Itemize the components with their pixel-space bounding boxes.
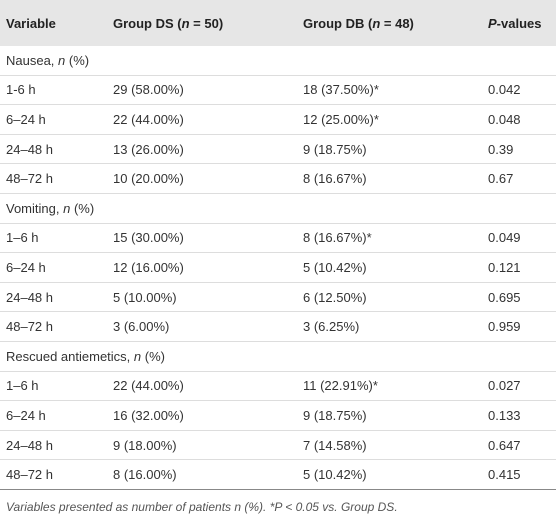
- text-segment: = 48): [380, 15, 414, 31]
- cell: 0.027: [482, 371, 556, 402]
- text-segment: -values: [496, 15, 542, 31]
- cell: 9 (18.75%): [297, 134, 482, 165]
- cell: 16 (32.00%): [107, 400, 297, 431]
- data-row: 1–6 h 15 (30.00%) 8 (16.67%)* 0.049: [0, 223, 556, 254]
- data-row: 24–48 h 13 (26.00%) 9 (18.75%) 0.39: [0, 134, 556, 165]
- text-segment: (%): [141, 348, 165, 364]
- data-row: 1–6 h 22 (44.00%) 11 (22.91%)* 0.027: [0, 371, 556, 402]
- text-segment: n: [63, 200, 71, 216]
- text-segment: Vomiting,: [6, 200, 64, 216]
- cell: 13 (26.00%): [107, 134, 297, 165]
- cell: 0.39: [482, 134, 556, 165]
- cell: 15 (30.00%): [107, 223, 297, 254]
- text-segment: Group DS (: [113, 15, 182, 31]
- data-row: 6–24 h 12 (16.00%) 5 (10.42%) 0.121: [0, 252, 556, 283]
- text-segment: n: [133, 348, 142, 364]
- cell: 12 (25.00%)*: [297, 104, 482, 135]
- text-segment: n: [181, 15, 190, 31]
- section-row: Vomiting, n (%): [0, 193, 556, 224]
- text-segment: P: [488, 15, 497, 31]
- cell: 5 (10.42%): [297, 252, 482, 283]
- cell: 0.048: [482, 104, 556, 135]
- section-row: Rescued antiemetics, n (%): [0, 341, 556, 372]
- cell: 6–24 h: [0, 104, 107, 135]
- cell: 5 (10.42%): [297, 459, 482, 490]
- cell: 8 (16.00%): [107, 459, 297, 490]
- text-segment: Rescued antiemetics,: [6, 348, 134, 364]
- section-row: Nausea, n (%): [0, 46, 556, 76]
- cell: 0.695: [482, 282, 556, 313]
- cell: 24–48 h: [0, 430, 107, 461]
- table-header: Variable Group DS (n = 50) Group DB (n = 4…: [0, 0, 556, 46]
- cell: 8 (16.67%): [297, 163, 482, 194]
- section-label: Rescued antiemetics, n (%): [0, 341, 556, 372]
- cell: 29 (58.00%): [107, 75, 297, 106]
- cell: 9 (18.00%): [107, 430, 297, 461]
- cell: 0.133: [482, 400, 556, 431]
- text-segment: = 50): [189, 15, 224, 31]
- cell: 0.042: [482, 75, 556, 106]
- text-segment: Nausea,: [6, 52, 59, 68]
- cell: 3 (6.00%): [107, 311, 297, 342]
- cell: 0.049: [482, 223, 556, 254]
- text-segment: Variable: [6, 15, 56, 31]
- cell: 24–48 h: [0, 282, 107, 313]
- cell: 8 (16.67%)*: [297, 223, 482, 254]
- cell: 0.959: [482, 311, 556, 342]
- cell: 22 (44.00%): [107, 104, 297, 135]
- header-cell: Variable: [0, 0, 107, 46]
- cell: 9 (18.75%): [297, 400, 482, 431]
- text-segment: n: [58, 52, 66, 68]
- data-row: 6–24 h 16 (32.00%) 9 (18.75%) 0.133: [0, 400, 556, 431]
- footnote: Variables presented as number of patient…: [6, 499, 398, 514]
- cell: 18 (37.50%)*: [297, 75, 482, 106]
- cell: 3 (6.25%): [297, 311, 482, 342]
- cell: 12 (16.00%): [107, 252, 297, 283]
- text-segment: (%): [65, 52, 90, 68]
- data-table: Variable Group DS (n = 50) Group DB (n = 4…: [0, 0, 556, 490]
- cell: 1–6 h: [0, 371, 107, 402]
- cell: 0.121: [482, 252, 556, 283]
- cell: 11 (22.91%)*: [297, 371, 482, 402]
- cell: 5 (10.00%): [107, 282, 297, 313]
- cell: 24–48 h: [0, 134, 107, 165]
- cell: 1–6 h: [0, 223, 107, 254]
- cell: 48–72 h: [0, 459, 107, 490]
- cell: 0.67: [482, 163, 556, 194]
- section-label: Vomiting, n (%): [0, 193, 556, 224]
- header-cell: P-values: [482, 0, 556, 46]
- text-segment: n: [372, 15, 381, 31]
- text-segment: Group DB (: [303, 15, 373, 31]
- section-label: Nausea, n (%): [0, 46, 556, 76]
- cell: 22 (44.00%): [107, 371, 297, 402]
- cell: 48–72 h: [0, 311, 107, 342]
- cell: 6–24 h: [0, 400, 107, 431]
- cell: 48–72 h: [0, 163, 107, 194]
- cell: 6–24 h: [0, 252, 107, 283]
- data-row: 1-6 h 29 (58.00%) 18 (37.50%)* 0.042: [0, 75, 556, 106]
- cell: 1-6 h: [0, 75, 107, 106]
- header-row: Variable Group DS (n = 50) Group DB (n = 4…: [0, 0, 556, 46]
- text-segment: (%): [70, 200, 95, 216]
- data-row: 6–24 h 22 (44.00%) 12 (25.00%)* 0.048: [0, 104, 556, 135]
- cell: 6 (12.50%): [297, 282, 482, 313]
- cell: 0.415: [482, 459, 556, 490]
- header-cell: Group DS (n = 50): [107, 0, 297, 46]
- cell: 0.647: [482, 430, 556, 461]
- header-cell: Group DB (n = 48): [297, 0, 482, 46]
- table-body: Nausea, n (%) 1-6 h 29 (58.00%) 18 (37.50%)…: [0, 46, 556, 490]
- cell: 10 (20.00%): [107, 163, 297, 194]
- cell: 7 (14.58%): [297, 430, 482, 461]
- data-row: 48–72 h 10 (20.00%) 8 (16.67%) 0.67: [0, 163, 556, 194]
